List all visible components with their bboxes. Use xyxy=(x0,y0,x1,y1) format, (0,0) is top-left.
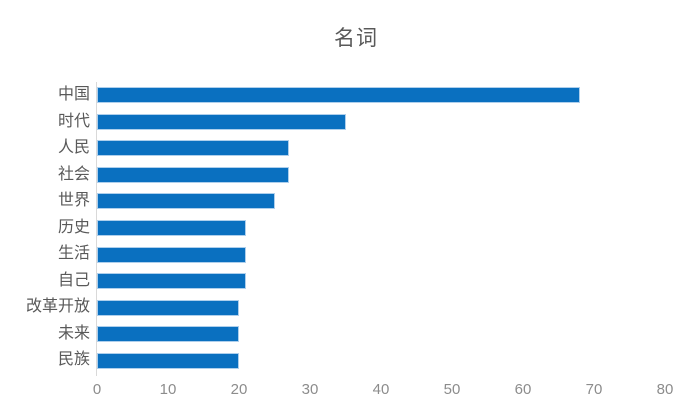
category-label: 改革开放 xyxy=(25,298,90,316)
category-label: 历史 xyxy=(57,218,90,236)
bar xyxy=(97,299,239,316)
bar xyxy=(97,193,275,210)
x-tick-label: 80 xyxy=(656,381,674,398)
bar xyxy=(97,166,289,183)
bar xyxy=(97,246,246,263)
bar xyxy=(97,140,289,157)
category-label: 世界 xyxy=(57,192,90,210)
y-axis-line xyxy=(96,82,97,376)
category-label: 社会 xyxy=(57,165,90,183)
bar xyxy=(97,113,346,130)
category-label: 人民 xyxy=(57,139,90,157)
x-tick-label: 30 xyxy=(301,381,319,398)
category-label: 时代 xyxy=(57,112,90,130)
bar xyxy=(97,220,246,236)
bar xyxy=(97,87,580,104)
bar xyxy=(97,326,239,343)
category-label: 未来 xyxy=(57,324,90,342)
chart-title: 名词 xyxy=(334,27,378,50)
x-tick-label: 10 xyxy=(159,381,177,398)
bar xyxy=(97,352,239,369)
x-tick-label: 0 xyxy=(92,381,102,398)
category-label: 自己 xyxy=(57,271,90,289)
x-tick-label: 60 xyxy=(514,381,532,398)
x-tick-label: 50 xyxy=(443,381,461,398)
x-tick-label: 40 xyxy=(372,381,390,398)
x-tick-label: 70 xyxy=(585,381,603,398)
category-label: 生活 xyxy=(57,245,90,263)
x-tick-label: 20 xyxy=(230,381,248,398)
bar xyxy=(97,273,246,290)
category-label: 民族 xyxy=(57,351,90,369)
category-label: 中国 xyxy=(57,86,90,103)
